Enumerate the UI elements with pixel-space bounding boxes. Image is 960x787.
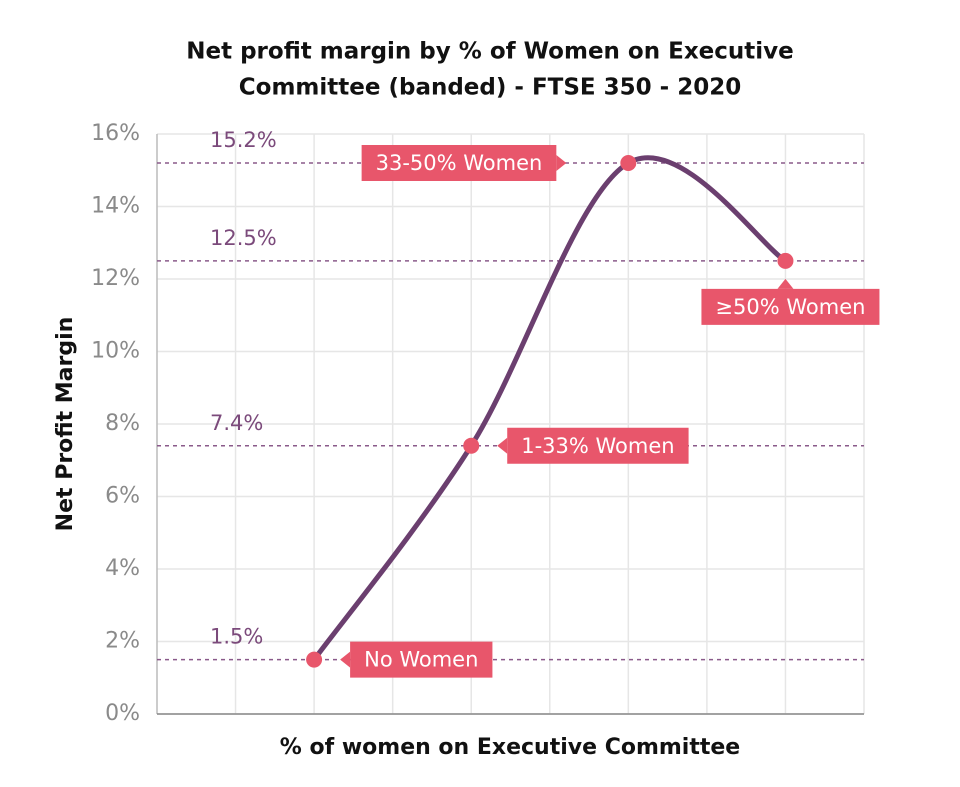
y-tick-label: 10% xyxy=(91,339,140,364)
y-tick-label: 16% xyxy=(91,121,140,146)
value-label: 7.4% xyxy=(210,411,263,435)
callout-box xyxy=(507,427,689,464)
callout: No Women xyxy=(340,641,493,678)
y-axis-label: Net Profit Margin xyxy=(53,317,78,532)
callout-box xyxy=(361,145,557,181)
value-label: 1.5% xyxy=(210,625,263,649)
point xyxy=(306,651,323,668)
callout-pointer xyxy=(497,437,508,454)
callout: 33-50% Women xyxy=(361,145,567,181)
x-axis-label: % of women on Executive Committee xyxy=(280,735,740,760)
point xyxy=(620,155,637,171)
callout-pointer xyxy=(556,155,567,171)
point xyxy=(463,437,480,454)
y-tick-label: 2% xyxy=(105,629,140,654)
callout-label: 1-33% Women xyxy=(521,434,674,458)
point xyxy=(777,252,794,269)
callout-box xyxy=(701,288,880,325)
y-tick-label: 12% xyxy=(91,266,140,291)
callout-pointer xyxy=(340,651,351,668)
y-tick-label: 6% xyxy=(105,484,140,509)
y-tick-label: 14% xyxy=(91,194,140,219)
y-tick-label: 8% xyxy=(105,411,140,436)
chart-title: Committee (banded) - FTSE 350 - 2020 xyxy=(239,75,741,101)
callout-label: ≥50% Women xyxy=(715,295,865,319)
y-tick-label: 0% xyxy=(105,701,140,726)
callout-pointer xyxy=(777,278,794,289)
callout: ≥50% Women xyxy=(701,278,880,325)
callout-label: 33-50% Women xyxy=(376,151,543,175)
callout: 1-33% Women xyxy=(497,427,689,464)
y-tick-label: 4% xyxy=(105,556,140,581)
value-label: 12.5% xyxy=(210,226,277,250)
chart-title: Net profit margin by % of Women on Execu… xyxy=(186,39,794,65)
value-label: 15.2% xyxy=(210,128,277,152)
callout-label: No Women xyxy=(364,648,478,672)
callout-box xyxy=(350,641,493,678)
line xyxy=(311,155,788,663)
